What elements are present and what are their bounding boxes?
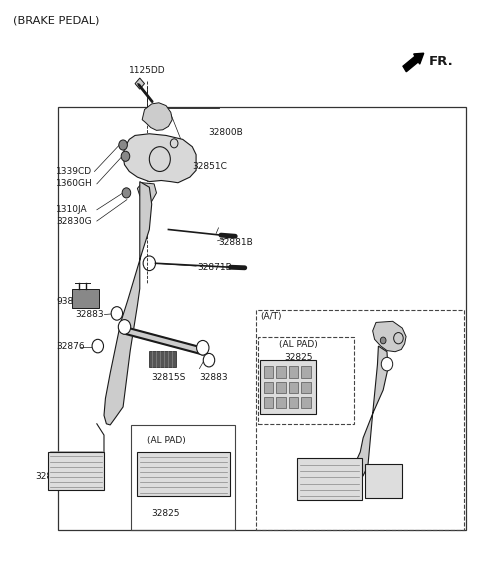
- Circle shape: [122, 188, 131, 198]
- Bar: [264, 381, 274, 393]
- Bar: [276, 397, 286, 408]
- Text: 32815S: 32815S: [152, 373, 186, 382]
- Polygon shape: [104, 182, 152, 425]
- Circle shape: [119, 140, 127, 150]
- Polygon shape: [260, 360, 316, 414]
- Bar: [288, 381, 298, 393]
- Polygon shape: [142, 103, 172, 130]
- Bar: [264, 397, 274, 408]
- Bar: [258, 337, 354, 424]
- Text: 32825: 32825: [297, 491, 326, 500]
- Text: 1125DD: 1125DD: [129, 66, 165, 75]
- Circle shape: [118, 320, 131, 335]
- Circle shape: [121, 151, 130, 161]
- Text: 32830G: 32830G: [56, 217, 92, 225]
- Text: 32871B: 32871B: [197, 263, 232, 272]
- Text: 32881B: 32881B: [218, 238, 253, 247]
- Bar: [131, 426, 235, 530]
- Polygon shape: [354, 346, 388, 481]
- Text: FR.: FR.: [429, 55, 453, 68]
- Bar: [264, 366, 274, 378]
- Polygon shape: [372, 321, 406, 351]
- Bar: [301, 366, 311, 378]
- Bar: [301, 381, 311, 393]
- Polygon shape: [137, 452, 229, 496]
- Text: 32800B: 32800B: [208, 127, 243, 136]
- Text: (AL PAD): (AL PAD): [279, 340, 318, 349]
- Text: 32876: 32876: [56, 342, 85, 351]
- Polygon shape: [365, 464, 402, 498]
- Circle shape: [197, 340, 209, 355]
- Text: 93810A: 93810A: [56, 297, 91, 306]
- Text: 32825: 32825: [36, 471, 64, 481]
- Bar: [149, 350, 176, 367]
- Text: 32825: 32825: [152, 509, 180, 518]
- Bar: [288, 366, 298, 378]
- Polygon shape: [124, 327, 203, 354]
- Text: 1339CD: 1339CD: [56, 167, 92, 176]
- Polygon shape: [48, 452, 104, 490]
- Bar: [276, 381, 286, 393]
- Circle shape: [381, 357, 393, 371]
- Bar: [135, 78, 144, 89]
- Bar: [288, 397, 298, 408]
- Text: 32851C: 32851C: [192, 162, 227, 171]
- Bar: [301, 397, 311, 408]
- Text: 1310JA: 1310JA: [56, 205, 88, 215]
- Polygon shape: [297, 457, 362, 500]
- Circle shape: [92, 340, 104, 353]
- Circle shape: [380, 337, 386, 344]
- Polygon shape: [72, 289, 99, 308]
- Text: (A/T): (A/T): [260, 312, 282, 321]
- Polygon shape: [123, 134, 196, 183]
- Text: (BRAKE PEDAL): (BRAKE PEDAL): [13, 15, 100, 25]
- FancyArrow shape: [403, 53, 424, 72]
- Circle shape: [111, 307, 122, 320]
- Bar: [58, 108, 466, 530]
- Polygon shape: [137, 183, 156, 201]
- Text: (AL PAD): (AL PAD): [147, 436, 185, 445]
- Text: 32883: 32883: [199, 373, 228, 382]
- Text: 1360GH: 1360GH: [56, 179, 93, 188]
- Bar: [276, 366, 286, 378]
- Text: 32883: 32883: [75, 310, 104, 319]
- Text: 32825: 32825: [284, 353, 313, 362]
- Circle shape: [203, 353, 215, 367]
- Bar: [256, 310, 464, 530]
